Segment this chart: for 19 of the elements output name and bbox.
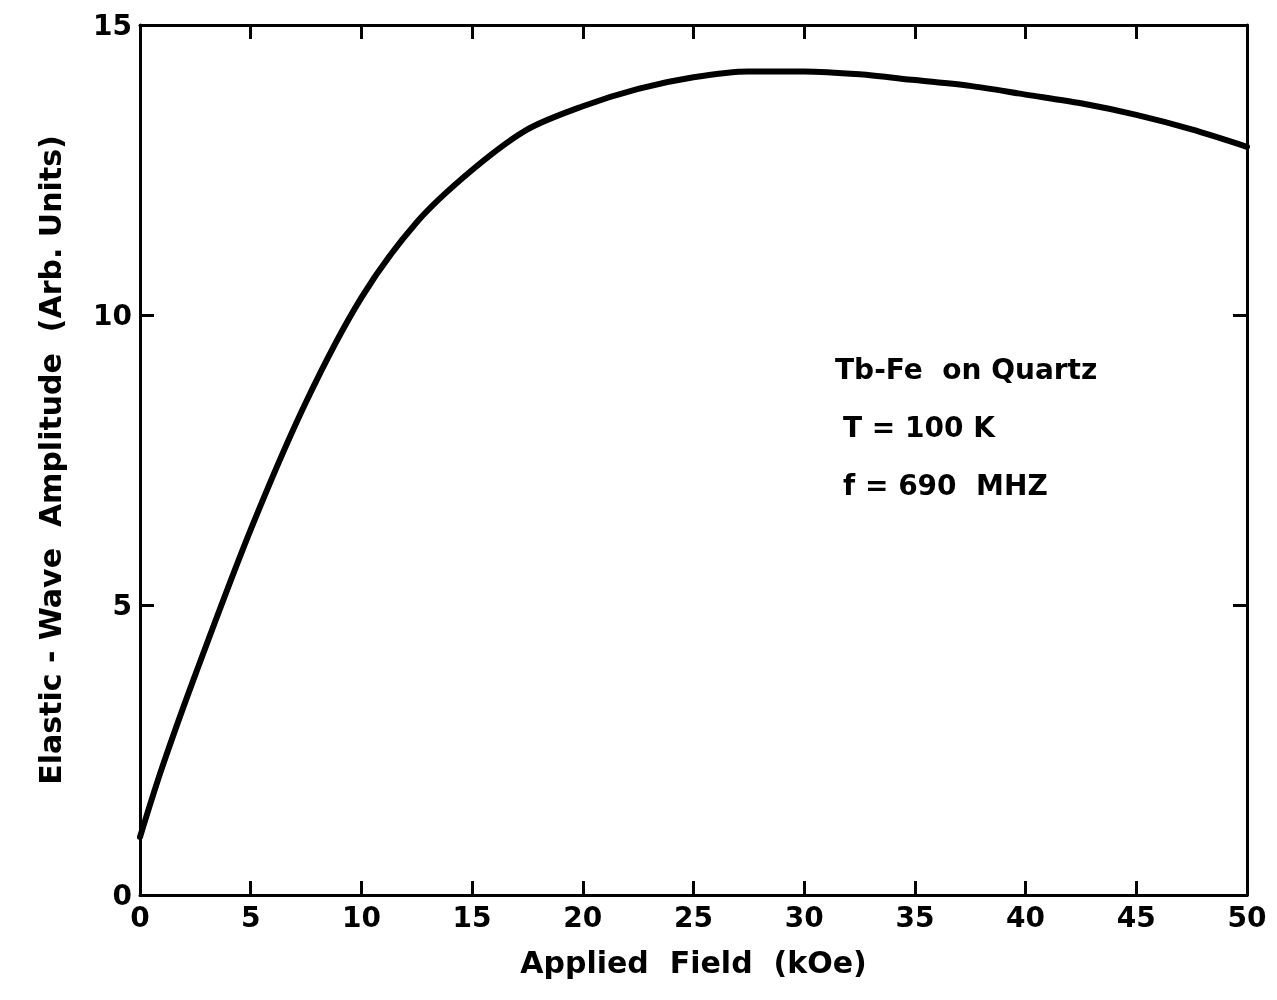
x-tick-label: 20 (563, 900, 603, 934)
x-tick-label: 25 (674, 900, 713, 934)
x-tick-label: 30 (784, 900, 824, 934)
y-tick-label: 10 (93, 298, 132, 332)
annotation: f = 690 MHZ (843, 468, 1048, 502)
x-tick-label: 5 (240, 900, 261, 934)
y-tick-label: 5 (112, 588, 132, 622)
x-tick-label: 35 (895, 900, 935, 934)
y-axis-title: Elastic - Wave Amplitude (Arb. Units) (32, 135, 68, 785)
y-tick-label: 15 (93, 8, 132, 42)
x-axis-title: Applied Field (kOe) (520, 944, 867, 980)
x-tick-label: 15 (452, 900, 492, 934)
x-tick-label: 50 (1227, 900, 1267, 934)
x-tick-label: 45 (1116, 900, 1156, 934)
annotation: Tb-Fe on Quartz (835, 352, 1098, 386)
annotation: T = 100 K (843, 410, 997, 444)
x-tick-label: 40 (1006, 900, 1046, 934)
x-tick-label: 10 (341, 900, 381, 934)
y-tick-label: 0 (112, 878, 132, 912)
